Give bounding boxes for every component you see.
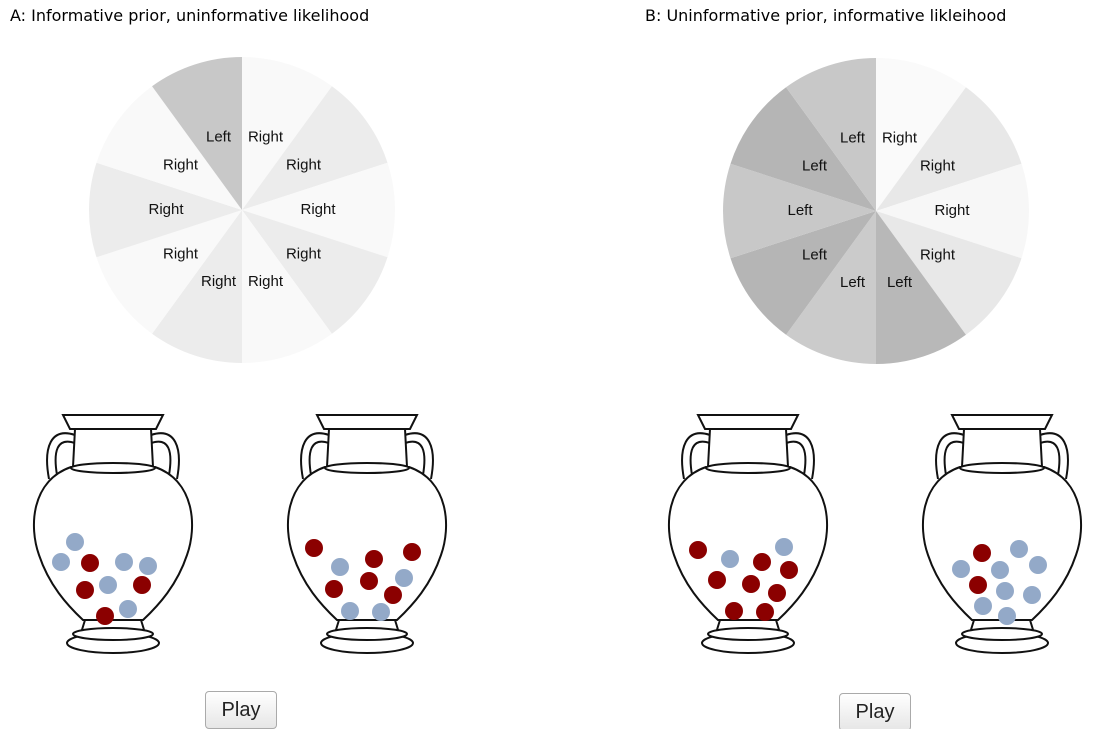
segment-label: Right	[920, 247, 956, 264]
ball	[742, 575, 760, 593]
ball	[721, 550, 739, 568]
ball	[372, 603, 390, 621]
ball	[341, 602, 359, 620]
ball	[756, 603, 774, 621]
ball	[775, 538, 793, 556]
ball	[1029, 556, 1047, 574]
play-button[interactable]: Play	[205, 691, 277, 729]
segment-label: Right	[201, 273, 237, 290]
segment-label: Right	[286, 156, 322, 173]
ball	[96, 607, 114, 625]
ball	[708, 571, 726, 589]
page: A: Informative prior, uninformative like…	[0, 0, 1099, 729]
segment-label: Right	[163, 156, 199, 173]
segment-label: Right	[934, 202, 970, 219]
ball	[325, 580, 343, 598]
ball	[768, 584, 786, 602]
ball	[133, 576, 151, 594]
ball	[384, 586, 402, 604]
segment-label: Right	[920, 157, 956, 174]
ball	[996, 582, 1014, 600]
segment-label: Left	[802, 247, 828, 264]
ball	[973, 544, 991, 562]
play-button[interactable]: Play	[839, 693, 911, 729]
segment-label: Right	[148, 201, 184, 218]
ball	[689, 541, 707, 559]
segment-label: Left	[840, 130, 866, 147]
segment-label: Right	[248, 129, 284, 146]
ball	[360, 572, 378, 590]
ball	[991, 561, 1009, 579]
ball	[305, 539, 323, 557]
ball	[1023, 586, 1041, 604]
ball	[969, 576, 987, 594]
segment-label: Right	[163, 246, 199, 263]
ball	[753, 553, 771, 571]
segment-label: Right	[300, 201, 336, 218]
ball	[119, 600, 137, 618]
segment-label: Left	[802, 157, 828, 174]
urn	[288, 415, 446, 653]
panel-title: A: Informative prior, uninformative like…	[10, 6, 369, 25]
ball	[52, 553, 70, 571]
ball	[365, 550, 383, 568]
ball	[403, 543, 421, 561]
ball	[395, 569, 413, 587]
segment-label: Left	[887, 274, 913, 291]
ball	[725, 602, 743, 620]
panel-title: B: Uninformative prior, informative likl…	[645, 6, 1006, 25]
ball	[115, 553, 133, 571]
ball	[81, 554, 99, 572]
segment-label: Left	[840, 274, 866, 291]
segment-label: Right	[286, 246, 322, 263]
segment-label: Left	[206, 129, 232, 146]
ball	[952, 560, 970, 578]
segment-label: Right	[248, 273, 284, 290]
ball	[66, 533, 84, 551]
ball	[998, 607, 1016, 625]
segment-label: Left	[787, 202, 813, 219]
ball	[780, 561, 798, 579]
urn	[669, 415, 827, 653]
ball	[76, 581, 94, 599]
ball	[139, 557, 157, 575]
segment-label: Right	[882, 130, 918, 147]
ball	[99, 576, 117, 594]
ball	[1010, 540, 1028, 558]
ball	[331, 558, 349, 576]
canvas: A: Informative prior, uninformative like…	[0, 0, 1099, 729]
ball	[974, 597, 992, 615]
